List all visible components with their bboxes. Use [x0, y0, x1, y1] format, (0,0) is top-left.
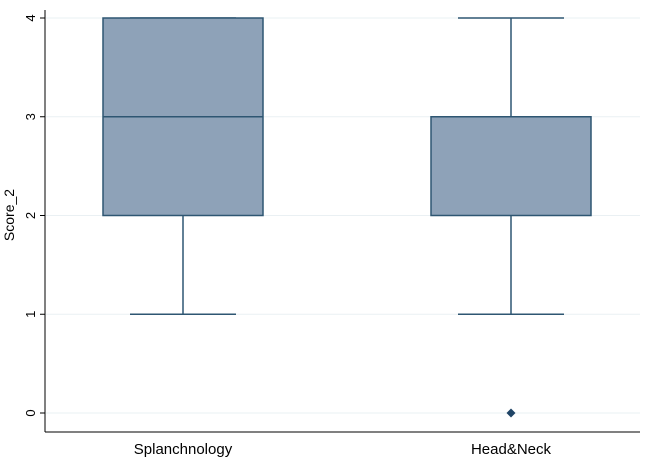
box-group-0 [102, 17, 264, 315]
x-tick-label: Head&Neck [471, 441, 552, 458]
y-axis-title: Score_2 [1, 189, 17, 241]
iqr-box [430, 116, 592, 217]
y-tick-label: 0 [23, 409, 38, 416]
axes [44, 10, 640, 433]
y-tick-label: 3 [23, 113, 38, 120]
box-group-1 [430, 17, 592, 418]
boxes [102, 17, 592, 418]
y-tick-label: 4 [23, 14, 38, 21]
y-tick-label: 2 [23, 212, 38, 219]
x-tick-label: Splanchnology [134, 441, 233, 458]
y-ticks: 0 1 2 3 4 [23, 14, 45, 417]
x-tick-labels: Splanchnology Head&Neck [134, 441, 552, 458]
outlier-point [506, 408, 516, 418]
y-tick-label: 1 [23, 311, 38, 318]
